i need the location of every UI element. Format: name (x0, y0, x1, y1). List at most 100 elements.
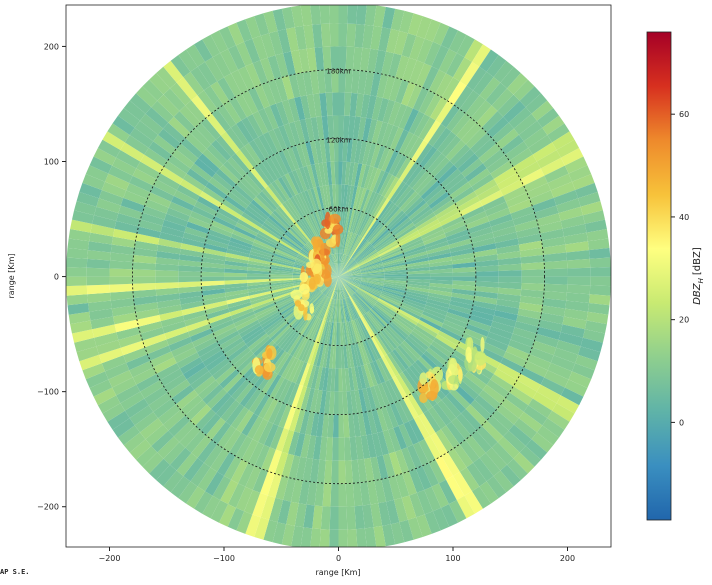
radar-cell (321, 24, 331, 47)
radar-cell (333, 116, 339, 139)
radar-cell (321, 506, 331, 529)
radar-cell (339, 46, 347, 69)
radar-cell (110, 277, 133, 285)
radar-cell (334, 392, 339, 415)
radar-cell (567, 277, 590, 286)
colorbar (647, 32, 671, 520)
radar-cell (339, 93, 345, 116)
radar-cell (339, 3, 349, 24)
radar-cell (567, 259, 590, 269)
radar-cell (320, 3, 330, 24)
echo (300, 272, 309, 282)
echo (480, 337, 484, 353)
radar-cell (499, 277, 522, 283)
radar-cell (66, 258, 87, 268)
radar-cell (453, 277, 476, 282)
radar-cell (332, 93, 338, 116)
radar-cell (347, 3, 357, 24)
radar-cell (330, 23, 339, 46)
radar-cell (155, 270, 178, 277)
y-tick-label: −200 (37, 503, 59, 512)
radar-cell (453, 272, 476, 277)
radar-cell (522, 277, 545, 284)
radar-cell (66, 285, 87, 295)
radar-cell (331, 484, 339, 507)
colorbar-tick-label: 40 (679, 213, 689, 222)
echo (311, 259, 322, 274)
radar-cell (66, 267, 87, 277)
radar-cell (339, 116, 345, 139)
ring-label: 180km (326, 67, 350, 75)
radar-cell (522, 269, 545, 276)
y-tick-label: 200 (44, 42, 59, 51)
echo (418, 385, 429, 392)
radar-cell (132, 269, 155, 276)
radar-field (66, 3, 611, 551)
echo (320, 243, 324, 259)
echo (321, 269, 330, 279)
radar-cell (476, 277, 499, 283)
radar-cell (347, 24, 357, 47)
echo (299, 284, 310, 295)
echo (448, 375, 459, 384)
echo (309, 278, 316, 290)
echo (430, 379, 439, 397)
colorbar-label-units: [dBZ] (692, 247, 703, 275)
echo (465, 347, 471, 362)
radar-cell (330, 507, 339, 530)
radar-cell (339, 461, 346, 484)
colorbar-label-main: DBZ (692, 282, 703, 305)
radar-cell (87, 268, 110, 277)
ring-label: 120km (326, 136, 350, 144)
colorbar-label-sub: H (697, 277, 705, 283)
echo (474, 351, 486, 365)
radar-cell (545, 277, 568, 285)
echo (309, 303, 314, 314)
radar-cell (155, 277, 178, 283)
colorbar-tick-label: 20 (679, 316, 689, 325)
radar-cell (590, 258, 611, 268)
radar-cell (178, 271, 201, 277)
radar-cell (567, 268, 590, 277)
y-tick-label: 100 (44, 158, 59, 167)
echo (458, 369, 463, 381)
echo (255, 365, 264, 374)
x-tick-label: 0 (336, 554, 341, 563)
radar-cell (590, 285, 611, 295)
radar-cell (545, 269, 568, 277)
radar-cell (590, 267, 611, 277)
y-tick-label: −100 (37, 388, 59, 397)
radar-cell (567, 285, 590, 295)
footer: AP S.E. (0, 568, 30, 576)
colorbar-tick-label: 60 (679, 110, 689, 119)
radar-cell (590, 277, 611, 287)
echo (329, 214, 341, 224)
radar-cell (476, 271, 499, 277)
y-tick-label: 0 (54, 273, 59, 282)
echo (313, 239, 318, 252)
y-axis-label: range [Km] (7, 253, 16, 298)
radar-cell (339, 23, 348, 46)
radar-cell (201, 272, 224, 277)
x-tick-label: 200 (560, 554, 575, 563)
x-axis-label: range [Km] (315, 568, 360, 577)
x-tick-label: 100 (445, 554, 460, 563)
radar-cell (87, 259, 110, 269)
echo (266, 348, 272, 359)
radar-cell (339, 438, 345, 461)
radar-cell (333, 415, 339, 438)
x-tick-label: −200 (99, 554, 121, 563)
radar-cell (178, 277, 201, 283)
echo (326, 238, 336, 247)
chart: range [Km] range [Km] AP S.E. DBZH[dBZ] … (0, 0, 712, 581)
radar-cell (201, 277, 224, 282)
radar-cell (329, 3, 339, 24)
radar-cell (332, 438, 338, 461)
radar-cell (87, 285, 110, 295)
radar-cell (339, 415, 345, 438)
radar-cell (110, 269, 133, 277)
radar-cell (66, 277, 87, 287)
radar-cell (331, 46, 339, 69)
radar-cell (339, 484, 347, 507)
radar-cell (499, 270, 522, 277)
